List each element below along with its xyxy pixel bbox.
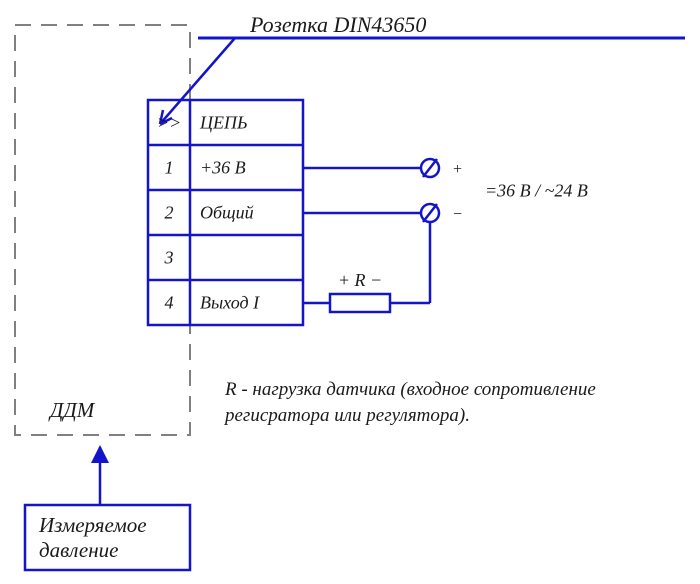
table-cell-left: 1 <box>165 158 174 178</box>
resistor-label: + R − <box>338 270 382 290</box>
supply-label: =36 В / ~24 В <box>485 181 588 201</box>
ddm-box <box>15 25 190 435</box>
table-cell-left: 3 <box>164 248 174 268</box>
plus-label: + <box>452 161 463 178</box>
table-cell-right: Общий <box>200 203 254 223</box>
note-line2: регисратора или регулятора). <box>223 405 470 426</box>
pressure-line2: давление <box>39 538 118 562</box>
table-cell-left: 4 <box>165 293 174 313</box>
pressure-line1: Измеряемое <box>38 513 147 537</box>
table-cell-left: >> <box>157 113 181 133</box>
minus-label: − <box>452 206 463 223</box>
pressure-arrow-head <box>91 445 109 463</box>
ddm-label: ДДМ <box>48 398 96 422</box>
table-cell-right: ЦЕПЬ <box>199 113 248 133</box>
table-cell-right: +36 В <box>200 158 246 178</box>
title-text: Розетка DIN43650 <box>249 12 426 37</box>
table-cell-right: Выход I <box>200 293 260 313</box>
pointer-line <box>160 38 235 124</box>
resistor <box>330 294 390 312</box>
table-cell-left: 2 <box>165 203 174 223</box>
note-line1: R - нагрузка датчика (входное сопротивле… <box>224 379 596 400</box>
